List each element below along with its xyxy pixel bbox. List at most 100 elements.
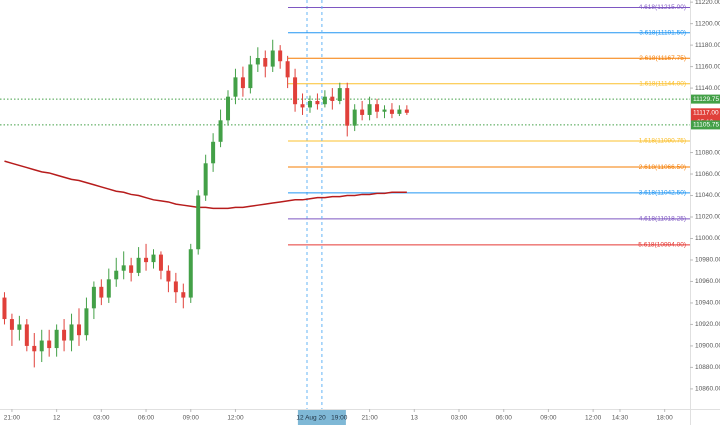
y-tick-label: 11060.00: [695, 171, 720, 178]
y-tick-label: 11020.00: [695, 214, 720, 221]
fib-label: 4.618(11215.00): [639, 4, 686, 11]
candle-body: [99, 286, 104, 298]
candle-body: [226, 96, 231, 121]
candle-body: [300, 104, 305, 108]
x-tick-label: 12: [53, 415, 61, 422]
candle-body: [375, 104, 380, 112]
fib-label: 1.618(11144.00): [639, 81, 686, 88]
candle-body: [360, 109, 365, 115]
candle-body: [39, 340, 44, 352]
price-tag: [691, 94, 720, 104]
candle-body: [106, 279, 111, 298]
fib-label: 5.618(10994.00): [638, 242, 686, 249]
x-tick-label: 21:00: [4, 415, 21, 422]
candle-body: [397, 109, 402, 114]
candle-body: [91, 286, 96, 309]
x-tick-label: 12:00: [585, 415, 602, 422]
candle-body: [173, 281, 178, 293]
y-tick-label: 10940.00: [695, 300, 720, 307]
candle-body: [233, 77, 238, 97]
candle-body: [158, 254, 163, 271]
y-tick-label: 11220.00: [695, 0, 720, 6]
y-tick-label: 10920.00: [695, 321, 720, 328]
crosshair-tag: [297, 410, 346, 425]
candle-body: [166, 270, 171, 282]
candle-body: [367, 104, 372, 115]
candle-body: [62, 329, 67, 341]
fib-label: 3.618(11191.50): [639, 29, 686, 36]
y-tick-label: 11160.00: [695, 63, 720, 70]
price-tag-label: 11129.75: [693, 96, 720, 103]
candle-body: [322, 96, 327, 105]
y-tick-label: 10960.00: [695, 278, 720, 285]
candle-body: [32, 345, 37, 352]
y-tick-label: 10900.00: [695, 343, 720, 350]
candle-body: [129, 265, 134, 273]
y-tick-label: 11080.00: [695, 149, 720, 156]
x-tick-label: 06:00: [496, 415, 513, 422]
y-tick-label: 10880.00: [695, 364, 720, 371]
x-tick-label: 03:00: [93, 415, 110, 422]
candle-body: [278, 50, 283, 62]
x-tick-label: 09:00: [183, 415, 200, 422]
candle-body: [24, 324, 29, 346]
candle-body: [293, 77, 298, 105]
candle-body: [47, 340, 52, 349]
candle-body: [121, 265, 126, 271]
candle-body: [307, 100, 312, 108]
candle-body: [345, 88, 350, 126]
candle-body: [337, 88, 342, 101]
candle-body: [389, 109, 394, 114]
candle-body: [211, 141, 216, 164]
fib-label: 2.618(11066.50): [639, 164, 686, 171]
candle-body: [144, 257, 149, 263]
candle-body: [151, 254, 156, 263]
x-tick-label: 12:00: [227, 415, 244, 422]
y-tick-label: 11180.00: [695, 42, 720, 49]
candle-body: [69, 324, 74, 341]
candle-body: [248, 64, 253, 89]
x-tick-label: 18:00: [657, 415, 674, 422]
candle-body: [136, 257, 141, 273]
candle-body: [240, 77, 245, 89]
candle-body: [285, 61, 290, 78]
moving-average: [4, 160, 407, 210]
candle-body: [270, 50, 275, 67]
x-tick-label: 03:00: [451, 415, 468, 422]
x-tick-label: 06:00: [138, 415, 155, 422]
y-tick-label: 10980.00: [695, 257, 720, 264]
candle-body: [2, 297, 7, 320]
candle-body: [203, 163, 208, 196]
candle-body: [315, 100, 320, 105]
y-tick-label: 11200.00: [695, 20, 720, 27]
candle-body: [218, 120, 223, 142]
candle-body: [196, 195, 201, 250]
crosshair-label: 12 Aug 20 19:00: [296, 415, 347, 422]
fib-label: 4.618(11018.25): [639, 216, 686, 223]
fib-label: 1.618(11090.75): [639, 138, 686, 145]
candle-body: [263, 58, 268, 67]
candle-body: [9, 319, 14, 330]
candle-body: [330, 96, 335, 101]
candle-body: [54, 329, 59, 349]
fib-label: 2.618(11167.75): [639, 55, 686, 62]
candle-body: [255, 58, 260, 65]
candle-body: [84, 308, 89, 336]
candle-body: [181, 292, 186, 298]
candle-body: [114, 270, 119, 280]
price-tag-label: 11105.75: [693, 122, 720, 129]
price-tag: [691, 120, 720, 130]
candle-body: [188, 249, 193, 298]
price-tag-label: 11117.00: [693, 110, 719, 117]
y-tick-label: 11140.00: [695, 85, 720, 92]
x-tick-label: 21:00: [361, 415, 378, 422]
x-tick-label: 09:00: [540, 415, 557, 422]
candle-body: [404, 109, 409, 113]
candle-body: [76, 324, 81, 336]
candle-body: [352, 109, 357, 126]
y-tick-label: 10860.00: [695, 386, 720, 393]
y-tick-label: 11040.00: [695, 192, 720, 199]
